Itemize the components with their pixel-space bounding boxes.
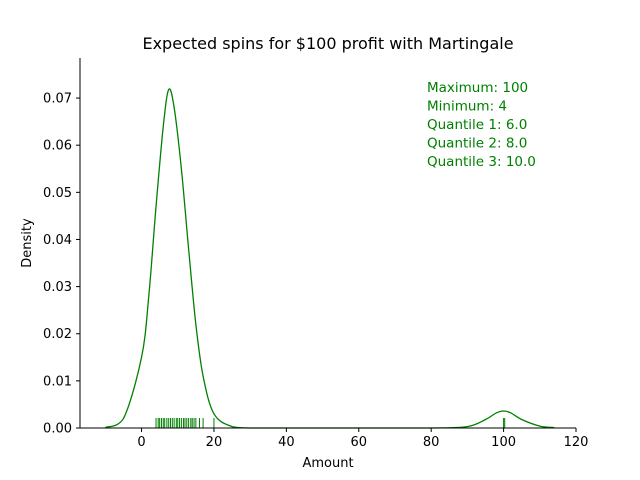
stat-annotation: Quantile 1: 6.0 <box>427 117 527 133</box>
stat-annotation: Minimum: 4 <box>427 99 507 115</box>
stats-annotations: Maximum: 100 Minimum: 4 Quantile 1: 6.0 Qua… <box>427 80 536 170</box>
stat-annotation: Maximum: 100 <box>427 80 528 96</box>
y-tick-label: 0.05 <box>43 186 72 201</box>
y-tick-label: 0.04 <box>43 233 72 248</box>
plot-area <box>105 88 555 429</box>
x-tick-label: 40 <box>278 435 295 450</box>
y-tick-label: 0.00 <box>43 422 72 437</box>
density-line-0 <box>105 88 555 429</box>
x-ticks: 0 20 40 60 80 100 120 <box>137 428 588 450</box>
x-tick-label: 60 <box>351 435 368 450</box>
y-ticks: 0.00 0.01 0.02 0.03 0.04 0.05 0.06 0.07 <box>43 92 80 437</box>
x-tick-label: 0 <box>137 435 145 450</box>
y-axis-title: Density <box>20 218 35 268</box>
x-tick-label: 80 <box>423 435 440 450</box>
y-tick-label: 0.01 <box>43 374 72 389</box>
x-tick-label: 20 <box>206 435 223 450</box>
y-tick-label: 0.03 <box>43 280 72 295</box>
x-tick-label: 120 <box>564 435 589 450</box>
stat-annotation: Quantile 3: 10.0 <box>427 154 536 170</box>
y-tick-label: 0.06 <box>43 139 72 154</box>
x-axis-title: Amount <box>302 456 353 471</box>
chart-title: Expected spins for $100 profit with Mart… <box>142 34 513 53</box>
stat-annotation: Quantile 2: 8.0 <box>427 136 527 152</box>
y-tick-label: 0.07 <box>43 92 72 107</box>
x-tick-label: 100 <box>491 435 516 450</box>
y-tick-label: 0.02 <box>43 327 72 342</box>
